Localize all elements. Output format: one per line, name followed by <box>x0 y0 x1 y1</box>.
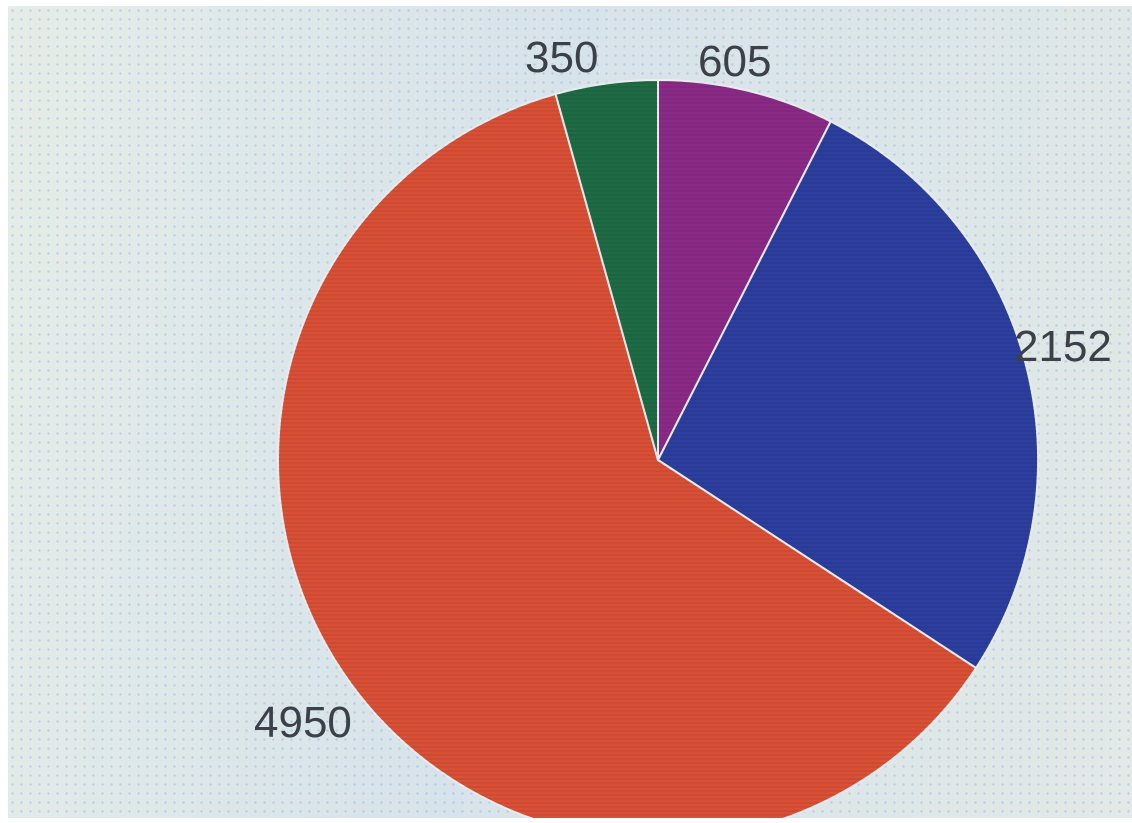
data-label-2152: 2152 <box>1014 322 1112 371</box>
pie-slices <box>277 78 1039 818</box>
pie-slice-texture-4950 <box>278 94 977 818</box>
pie-chart: 605 2152 4950 350 <box>254 33 1112 818</box>
pie-slice-texture-350 <box>555 80 658 460</box>
pie-slice-texture-2152 <box>658 121 1039 669</box>
data-label-4950: 4950 <box>254 698 352 747</box>
pie-slice-texture-605 <box>658 80 831 460</box>
chart-screen: 605 2152 4950 350 <box>8 6 1132 818</box>
data-label-605: 605 <box>698 37 771 86</box>
pie-labels: 605 2152 4950 350 <box>254 33 1112 747</box>
data-label-350: 350 <box>525 33 598 82</box>
